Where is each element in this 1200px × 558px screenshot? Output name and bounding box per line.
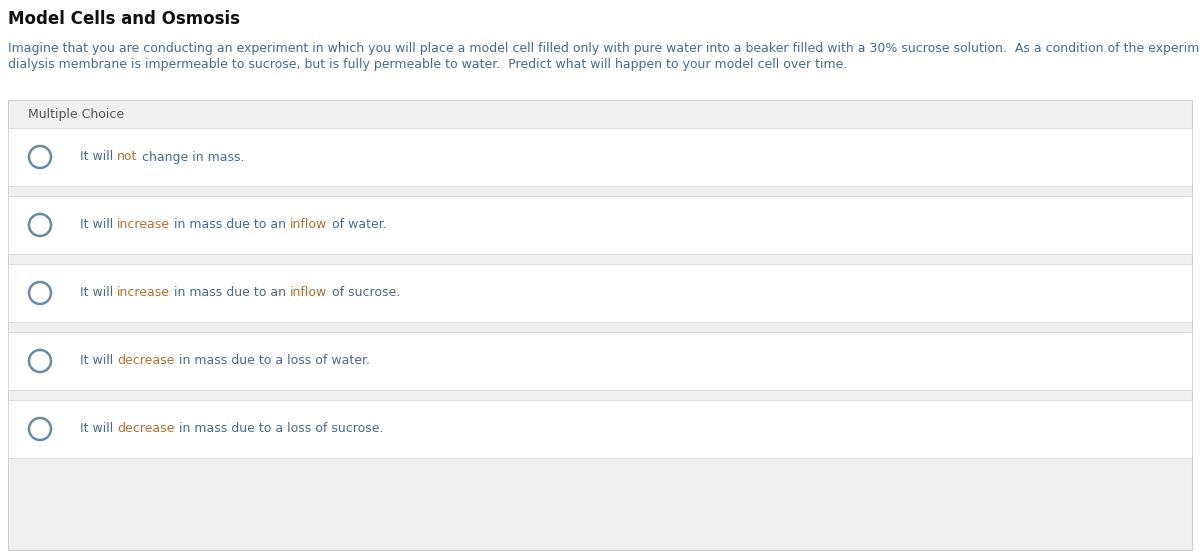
- FancyBboxPatch shape: [8, 400, 1192, 458]
- Text: in mass due to a loss of sucrose.: in mass due to a loss of sucrose.: [175, 422, 383, 435]
- Text: in mass due to an: in mass due to an: [170, 286, 290, 300]
- Text: in mass due to an: in mass due to an: [170, 219, 290, 232]
- Text: It will: It will: [80, 354, 118, 368]
- Text: It will: It will: [80, 151, 118, 163]
- Text: decrease: decrease: [118, 354, 175, 368]
- Text: inflow: inflow: [290, 219, 328, 232]
- Text: It will: It will: [80, 286, 118, 300]
- Text: increase: increase: [118, 286, 170, 300]
- FancyBboxPatch shape: [8, 332, 1192, 390]
- Text: of water.: of water.: [328, 219, 386, 232]
- Circle shape: [29, 214, 50, 236]
- Circle shape: [29, 350, 50, 372]
- Text: in mass due to a loss of water.: in mass due to a loss of water.: [175, 354, 370, 368]
- Text: decrease: decrease: [118, 422, 175, 435]
- Text: inflow: inflow: [290, 286, 328, 300]
- Text: dialysis membrane is impermeable to sucrose, but is fully permeable to water.  P: dialysis membrane is impermeable to sucr…: [8, 58, 847, 71]
- Text: Model Cells and Osmosis: Model Cells and Osmosis: [8, 10, 240, 28]
- Text: Multiple Choice: Multiple Choice: [28, 108, 124, 121]
- Text: Imagine that you are conducting an experiment in which you will place a model ce: Imagine that you are conducting an exper…: [8, 42, 1200, 55]
- Text: not: not: [118, 151, 138, 163]
- Text: of sucrose.: of sucrose.: [328, 286, 400, 300]
- FancyBboxPatch shape: [8, 264, 1192, 322]
- Circle shape: [29, 418, 50, 440]
- Text: change in mass.: change in mass.: [138, 151, 244, 163]
- Text: It will: It will: [80, 422, 118, 435]
- Circle shape: [29, 146, 50, 168]
- FancyBboxPatch shape: [8, 100, 1192, 550]
- Text: increase: increase: [118, 219, 170, 232]
- Text: It will: It will: [80, 219, 118, 232]
- FancyBboxPatch shape: [8, 196, 1192, 254]
- FancyBboxPatch shape: [8, 128, 1192, 186]
- Circle shape: [29, 282, 50, 304]
